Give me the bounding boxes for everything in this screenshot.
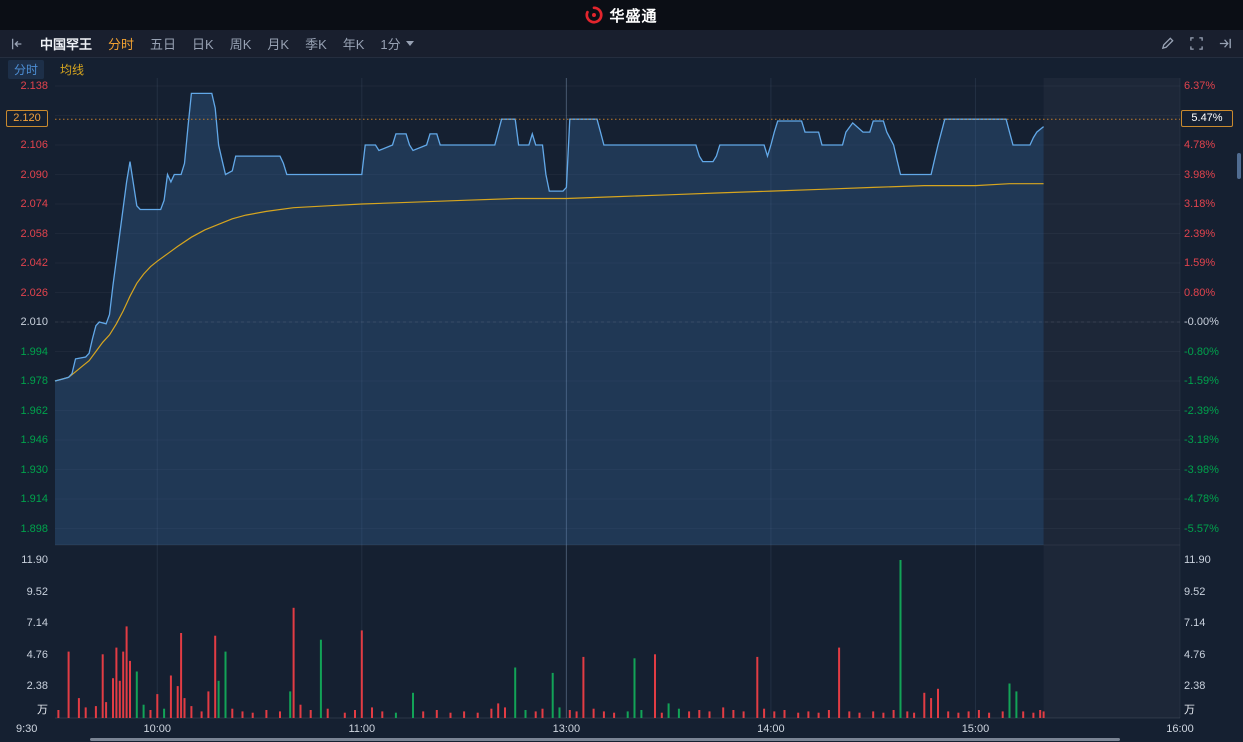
price-axis-label: 2.058 [20,227,48,240]
pct-axis-label: 4.78% [1184,139,1216,151]
price-axis-label: 2.106 [20,139,48,151]
fullscreen-icon[interactable] [1189,36,1204,51]
volume-unit-label: 万 [1184,704,1195,716]
time-axis-label: 16:00 [1166,723,1194,735]
current-price-label: 2.120 [6,110,48,128]
tab-quarter-k[interactable]: 季K [305,37,327,52]
toolbar-right-icons [1160,36,1233,51]
chevron-down-icon [405,41,414,46]
legend-avg-line[interactable]: 均线 [60,63,85,77]
price-axis-label: 2.026 [20,286,48,299]
pct-axis-label: 2.39% [1184,227,1216,240]
current-change-label: 5.47% [1181,110,1233,128]
tab-month-k[interactable]: 月K [267,37,290,52]
pct-axis-label: -1.59% [1184,375,1219,387]
vertical-scrollbar[interactable] [1237,153,1241,179]
pct-axis-label: -0.80% [1184,345,1219,358]
time-axis-label: 11:00 [348,723,376,735]
pct-axis-label: 3.18% [1184,198,1216,210]
time-axis-label: 15:00 [961,723,990,735]
volume-axis-label: 9.52 [1184,585,1206,598]
time-axis-label: 14:00 [757,723,785,735]
period-tabs: 分时 五日 日K 周K 月K 季K 年K [108,34,364,53]
tab-year-k[interactable]: 年K [342,37,365,52]
volume-axis-label: 9.52 [26,585,48,598]
pct-axis-label: 0.80% [1184,286,1216,299]
edit-icon[interactable] [1160,36,1175,51]
price-axis-label: 1.962 [20,404,48,417]
volume-axis-label: 11.90 [21,554,48,566]
legend-time-series[interactable]: 分时 [8,60,45,79]
pct-axis-label: 1.59% [1184,257,1216,269]
pct-axis-label: -0.00% [1184,316,1219,328]
time-axis-label: 13:00 [552,723,581,735]
huasheng-logo-icon [586,6,604,24]
price-axis-label: 2.042 [20,257,48,269]
price-axis-label: 1.978 [20,375,48,387]
price-axis-label: 2.090 [20,168,48,181]
price-axis-label: 2.138 [20,80,48,92]
tab-minute[interactable]: 分时 [108,37,135,52]
price-axis-label: 1.946 [20,434,48,446]
app-name: 华盛通 [609,7,658,25]
price-axis-label: 1.914 [20,493,48,505]
volume-axis-label: 7.14 [1184,617,1206,630]
chart-toolbar: 中国罕王 分时 五日 日K 周K 月K 季K 年K 1分 [0,30,1243,58]
tab-day-k[interactable]: 日K [192,37,214,52]
time-axis-label: 9:30 [16,723,38,735]
app-header: 华盛通 [0,0,1243,30]
price-axis-label: 2.074 [20,198,48,210]
tab-five-day[interactable]: 五日 [150,37,177,52]
horizontal-scrollbar[interactable] [90,738,1120,741]
pct-axis-label: -2.39% [1184,404,1219,417]
volume-axis-label: 2.38 [26,680,48,693]
app-logo: 华盛通 [585,5,657,26]
volume-axis-label: 4.76 [26,648,48,661]
pct-axis-label: -3.18% [1184,434,1219,446]
interval-dropdown[interactable]: 1分 [380,34,414,53]
pct-axis-label: -3.98% [1184,463,1219,476]
price-axis-label: 2.010 [20,316,48,328]
volume-axis-label: 2.38 [1184,680,1206,693]
tab-week-k[interactable]: 周K [229,37,252,52]
price-axis-label: 1.930 [20,463,48,476]
collapse-right-icon[interactable] [1218,36,1233,51]
pct-axis-label: -4.78% [1184,493,1219,505]
volume-axis-label: 11.90 [1184,554,1211,566]
time-axis-label: 10:00 [143,723,172,735]
pct-axis-label: -5.57% [1184,522,1219,535]
volume-axis-label: 7.14 [26,617,48,630]
volume-unit-label: 万 [37,704,48,716]
interval-label: 1分 [380,37,401,52]
pct-axis-label: 6.37% [1184,80,1216,92]
volume-axis-label: 4.76 [1184,648,1206,661]
chart-legend: 分时 均线 [8,60,88,79]
stock-name: 中国罕王 [40,37,93,52]
panel-toggle-icon[interactable] [10,37,24,51]
price-axis-label: 1.994 [20,345,48,358]
pct-axis-label: 3.98% [1184,168,1216,181]
price-axis-label: 1.898 [20,522,48,535]
